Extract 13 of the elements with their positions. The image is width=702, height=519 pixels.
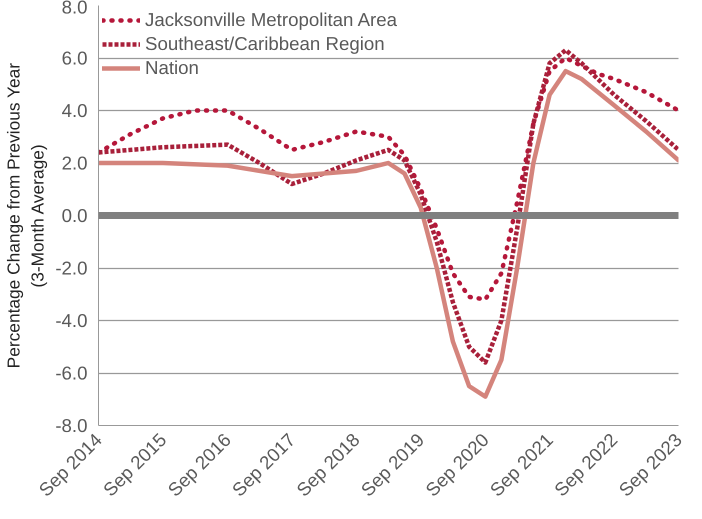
y-tick-label: -2.0 — [55, 258, 88, 278]
y-tick-label: -4.0 — [55, 310, 88, 331]
legend-label: Nation — [145, 57, 199, 79]
legend-label: Jacksonville Metropolitan Area — [145, 9, 397, 31]
y-tick-label: 8.0 — [62, 0, 88, 18]
y-axis-title: Percentage Change from Previous Year (3-Month Average) — [3, 62, 48, 368]
y-tick-label: 2.0 — [62, 152, 88, 174]
y-tick-label: 4.0 — [62, 100, 88, 121]
y-tick-label: -8.0 — [55, 415, 88, 436]
y-tick-label: 0.0 — [62, 205, 88, 226]
legend-label: Southeast/Caribbean Region — [145, 33, 385, 55]
y-tick-label: -6.0 — [55, 362, 88, 384]
y-tick-label: 6.0 — [62, 48, 88, 68]
